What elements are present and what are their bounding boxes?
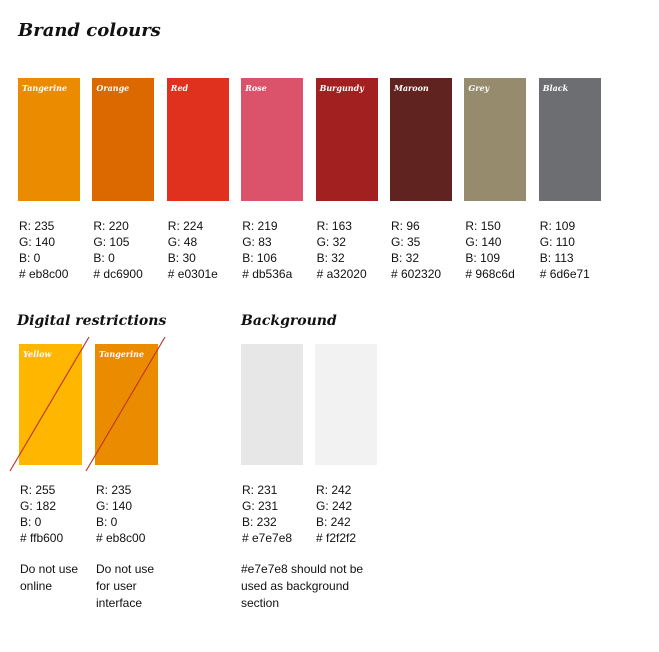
section-title: Digital restrictions — [17, 313, 167, 329]
color-swatch: Yellow — [19, 344, 82, 465]
color-swatch: Burgundy — [315, 78, 378, 201]
color-value: G: 105 — [93, 235, 130, 249]
color-value: G: 140 — [19, 235, 56, 249]
color-value: B: 0 — [93, 251, 115, 265]
color-value: G: 182 — [20, 499, 57, 513]
color-value: # f2f2f2 — [316, 531, 357, 545]
color-value: R: 235 — [96, 483, 132, 497]
color-swatch: Maroon — [390, 78, 452, 201]
color-value: G: 140 — [96, 499, 133, 513]
strike-line — [9, 336, 90, 472]
swatch-name: Maroon — [394, 83, 429, 93]
color-value: R: 231 — [242, 483, 278, 497]
color-value: # 602320 — [391, 267, 442, 281]
color-value: B: 242 — [316, 515, 351, 529]
color-value: # e7e7e8 — [242, 531, 293, 545]
swatch-name: Orange — [96, 83, 130, 93]
swatch-name: Burgundy — [319, 83, 364, 93]
color-value: B: 109 — [465, 251, 501, 265]
swatch-name: Yellow — [23, 349, 52, 359]
color-value: # ffb600 — [20, 531, 64, 545]
color-value: # dc6900 — [93, 267, 143, 281]
swatch-name: Grey — [468, 83, 490, 93]
color-value: G: 35 — [391, 235, 421, 249]
color-value: # eb8c00 — [96, 531, 146, 545]
color-swatch — [241, 344, 303, 465]
color-value: R: 255 — [20, 483, 56, 497]
color-swatch: Red — [166, 78, 229, 201]
note: Do not use for user interface — [96, 562, 155, 610]
color-value: G: 242 — [316, 499, 353, 513]
color-value: B: 0 — [20, 515, 42, 529]
color-value: R: 235 — [19, 219, 55, 233]
color-value: # e0301e — [167, 267, 218, 281]
color-value: B: 113 — [539, 251, 574, 265]
section-title: Background — [241, 313, 337, 329]
strike-line — [85, 336, 166, 472]
note: Do not use online — [20, 562, 79, 593]
color-value: G: 110 — [539, 235, 575, 249]
color-value: B: 232 — [242, 515, 277, 529]
color-swatch: Black — [538, 78, 601, 201]
color-value: G: 32 — [316, 235, 346, 249]
color-value: R: 163 — [316, 219, 352, 233]
color-value: B: 30 — [167, 251, 196, 265]
color-value: R: 96 — [391, 219, 420, 233]
color-value: B: 0 — [96, 515, 118, 529]
color-value: R: 219 — [242, 219, 278, 233]
color-swatch: Rose — [241, 78, 304, 201]
swatch-name: Tangerine — [22, 83, 68, 93]
page-title: Brand colours — [18, 20, 161, 41]
color-value: R: 109 — [539, 219, 576, 233]
color-value: R: 220 — [93, 219, 129, 233]
color-swatch: Orange — [92, 78, 155, 201]
color-value: # 968c6d — [465, 267, 515, 281]
note: #e7e7e8 should not be used as background… — [241, 562, 364, 610]
swatch-name: Red — [170, 83, 189, 93]
color-value: # eb8c00 — [19, 267, 69, 281]
color-value: B: 0 — [19, 251, 41, 265]
color-swatch: Grey — [464, 78, 527, 201]
color-value: # db536a — [242, 267, 293, 281]
color-value: R: 224 — [167, 219, 204, 233]
color-swatch — [315, 344, 377, 465]
color-value: # a32020 — [316, 267, 367, 281]
color-value: # 6d6e71 — [539, 267, 590, 281]
color-value: G: 140 — [465, 235, 502, 249]
color-value: G: 48 — [167, 235, 198, 249]
color-value: R: 242 — [316, 483, 352, 497]
color-swatch: Tangerine — [95, 344, 158, 465]
color-swatch: Tangerine — [18, 78, 80, 201]
color-value: G: 231 — [242, 499, 279, 513]
color-value: B: 32 — [316, 251, 345, 265]
color-value: R: 150 — [465, 219, 501, 233]
color-value: B: 32 — [391, 251, 420, 265]
color-value: G: 83 — [242, 235, 272, 249]
swatch-name: Tangerine — [99, 349, 145, 359]
color-value: B: 106 — [242, 251, 277, 265]
swatch-name: Rose — [245, 83, 267, 93]
swatch-name: Black — [542, 83, 569, 93]
